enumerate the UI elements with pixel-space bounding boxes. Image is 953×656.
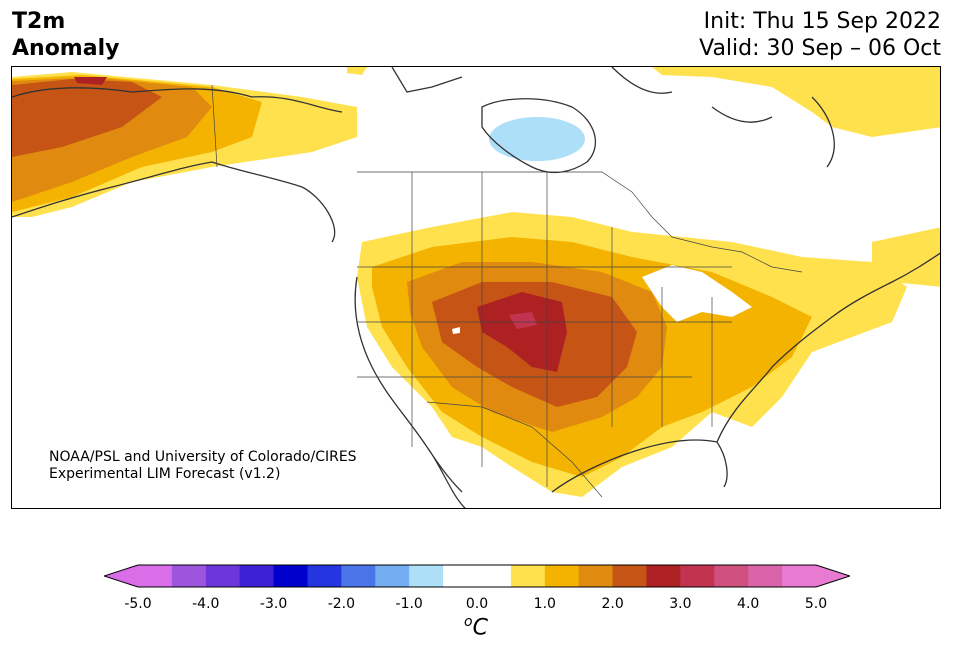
colorbar-extend-min [104,565,138,587]
alaska-anomaly-dark [12,79,162,157]
alaska-border [211,84,218,168]
map-canvas [12,67,940,508]
colorbar-tick-label: -3.0 [259,596,288,612]
gulf-coastline [551,439,728,493]
colorbar-segment [748,565,783,587]
forecast-credit: NOAA/PSL and University of Colorado/CIRE… [49,449,357,483]
colorbar-segment [612,565,647,587]
west-coastline [354,276,466,508]
colorbar-segment [273,565,308,587]
colorbar-outline [104,564,850,588]
arctic-islands [391,67,835,168]
colorbar-segment [510,565,546,587]
colorbar-segment [782,565,817,587]
us-state-lines [357,172,732,487]
conus-anomaly-red [477,292,567,372]
colorbar-tick-label: 5.0 [804,596,828,612]
colorbar-segment [307,565,342,587]
unit-label: C [472,615,488,641]
colorbar-tick-label: 2.0 [601,596,624,612]
greenland-anomaly [652,67,940,137]
colorbar-tick-label: 3.0 [669,596,692,612]
colorbar-segment [205,565,241,587]
colorbar-segment [443,565,478,587]
title-line-2: Anomaly [12,36,120,61]
colorbar [104,564,850,588]
alaska-coastline [12,87,343,243]
title-line-1: T2m [12,9,66,34]
credit-line-1: NOAA/PSL and University of Colorado/CIRE… [49,449,357,465]
alaska-anomaly-red [74,77,107,85]
colorbar-extend-max [816,565,850,587]
arctic-anomaly [347,67,367,75]
forecast-dates: Init: Thu 15 Sep 2022 Valid: 30 Sep – 06… [699,8,941,62]
east-coastline [716,252,940,443]
credit-line-2: Experimental LIM Forecast (v1.2) [49,466,281,482]
labrador-anomaly [872,227,940,287]
colorbar-tick-label: 1.0 [533,596,556,612]
colorbar-tick-label: -2.0 [327,596,356,612]
map-title: T2m Anomaly [12,8,119,62]
colorbar-segment [544,565,580,587]
valid-range: Valid: 30 Sep – 06 Oct [699,36,941,61]
colorbar-segment [477,565,512,587]
colorbar-ticks: -5.0 -4.0 -3.0 -2.0 -1.0 0.0 1.0 2.0 3.0 4.0 5.0 [0,596,953,616]
mexico-border [426,401,603,498]
colorbar-segment [341,565,376,587]
colorbar-unit: oC [464,614,488,640]
init-date: Init: Thu 15 Sep 2022 [703,9,941,34]
colorbar-tick-label: 0.0 [465,596,489,612]
colorbar-tick-label: -4.0 [192,596,220,612]
colorbar-segment [138,565,173,587]
colorbar-segment [646,565,681,587]
colorbar-segment [375,565,410,587]
colorbar-tick-label: 4.0 [737,596,760,612]
unit-degree: o [464,614,473,630]
coastlines [12,67,940,508]
us-canada-border [357,171,803,273]
colorbar-segment [409,565,444,587]
hudson-cool-anomaly [489,117,585,161]
political-borders [211,84,803,498]
anomaly-shading [12,67,940,497]
colorbar-segment [239,565,275,587]
colorbar-segment [680,565,715,587]
conus-anomaly-peak [509,312,537,329]
utah-lake [452,327,460,334]
colorbar-tick-label: -5.0 [124,596,152,612]
great-lakes [642,265,752,322]
colorbar-tick-label: -1.0 [395,596,423,612]
colorbar-segment [171,565,207,587]
colorbar-segment [578,565,614,587]
anomaly-map [11,66,941,509]
hudson-bay-coastline [481,98,596,174]
colorbar-segment [714,565,749,587]
